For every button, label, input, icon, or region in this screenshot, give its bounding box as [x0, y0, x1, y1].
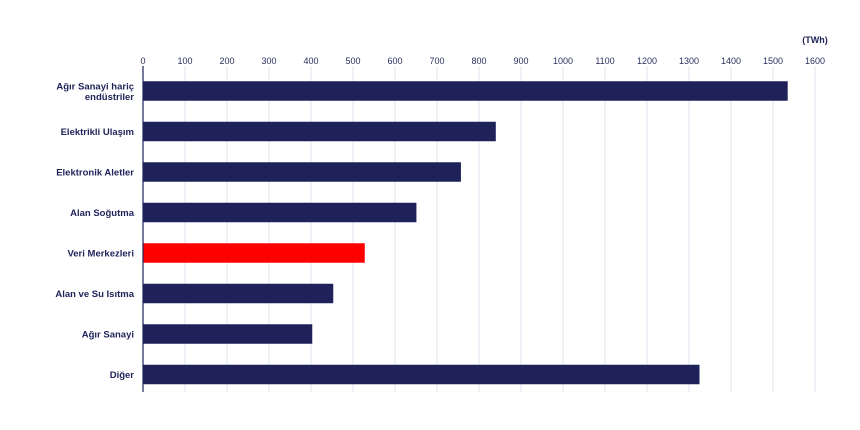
bar: [143, 202, 417, 223]
category-label: Ağır Sanayi hariç endüstriler: [56, 81, 134, 103]
x-tick-label: 1100: [595, 56, 614, 66]
bar: [143, 364, 700, 385]
category-label-line: endüstriler: [85, 92, 134, 103]
category-label: Elektrikli Ulaşım: [61, 127, 134, 138]
bar-highlighted: [143, 243, 365, 263]
category-label: Ağır Sanayi: [82, 330, 134, 341]
category-label: Veri Merkezleri: [67, 249, 134, 260]
unit-label: (TWh): [802, 35, 827, 45]
bar: [143, 162, 461, 182]
x-tick-label: 1600: [805, 56, 825, 66]
x-tick-label: 1500: [763, 56, 783, 66]
x-tick-label: 800: [471, 56, 486, 66]
x-tick-label: 1000: [553, 56, 573, 66]
category-label-line: Alan ve Su Isıtma: [55, 289, 134, 300]
category-label-line: Diğer: [110, 370, 135, 381]
category-label-line: Ağır Sanayi hariç: [56, 81, 134, 92]
bar: [143, 81, 788, 101]
x-tick-label: 300: [261, 56, 276, 66]
x-tick-label: 700: [429, 56, 444, 66]
category-label: Alan ve Su Isıtma: [55, 289, 134, 300]
x-tick-label: 200: [219, 56, 234, 66]
x-tick-label: 100: [177, 56, 192, 66]
bars: [143, 81, 788, 385]
category-label: Alan Soğutma: [70, 208, 135, 219]
category-label-line: Elektrikli Ulaşım: [61, 127, 134, 138]
category-label: Elektronik Aletler: [56, 168, 134, 179]
category-label-line: Ağır Sanayi: [82, 330, 134, 341]
category-label-line: Veri Merkezleri: [67, 249, 134, 260]
x-tick-label: 1300: [679, 56, 699, 66]
category-label-line: Alan Soğutma: [70, 208, 135, 219]
x-tick-label: 0: [140, 56, 145, 66]
x-axis-ticks: 0 100 200 300 400 500 600 700 800 900 1000 1100 1200…: [140, 56, 825, 66]
x-tick-label: 900: [513, 56, 528, 66]
x-tick-label: 600: [387, 56, 402, 66]
x-tick-label: 400: [303, 56, 318, 66]
x-tick-label: 1200: [637, 56, 657, 66]
bar: [143, 121, 496, 142]
category-label: Diğer: [110, 370, 135, 381]
x-tick-label: 1400: [721, 56, 741, 66]
bar: [143, 283, 334, 304]
bar: [143, 324, 313, 344]
category-labels: Ağır Sanayi hariç endüstriler Elektrikli U…: [55, 81, 134, 381]
gridlines: [184, 66, 816, 392]
x-tick-label: 500: [345, 56, 360, 66]
category-label-line: Elektronik Aletler: [56, 168, 134, 179]
